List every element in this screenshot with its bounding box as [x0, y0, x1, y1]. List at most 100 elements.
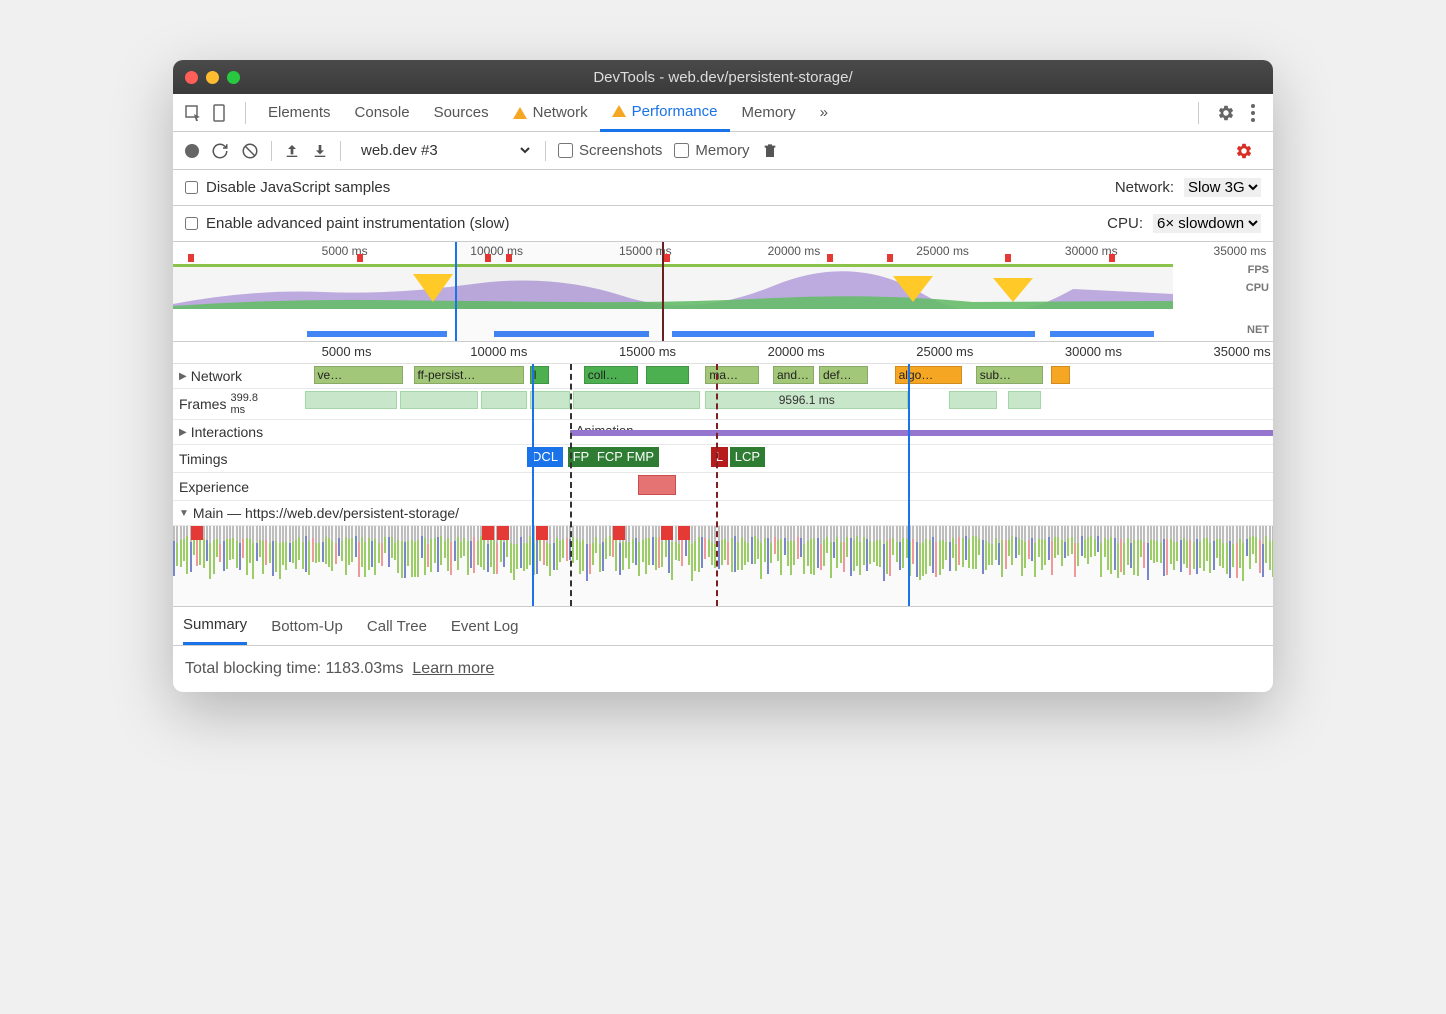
overview-marker — [188, 254, 194, 262]
window-title: DevTools - web.dev/persistent-storage/ — [173, 69, 1273, 86]
cpu-throttle-select[interactable]: 6× slowdown — [1153, 214, 1261, 233]
long-task-marker[interactable] — [678, 526, 690, 540]
profile-select[interactable]: web.dev #3 — [353, 137, 533, 164]
frame[interactable]: 9596.1 ms — [705, 391, 908, 409]
screenshots-label: Screenshots — [579, 142, 662, 159]
disable-js-checkbox[interactable] — [185, 181, 198, 194]
timings-track[interactable]: Timings DCLFPFCPFMPLLCP — [173, 445, 1273, 473]
capture-settings-icon[interactable] — [1227, 142, 1261, 160]
experience-track[interactable]: Experience — [173, 473, 1273, 501]
settings-icon[interactable] — [1209, 104, 1243, 122]
overview-tick: 25000 ms — [916, 244, 969, 258]
long-task-marker[interactable] — [497, 526, 509, 540]
more-icon[interactable] — [1243, 104, 1263, 122]
frames-track[interactable]: Frames399.8 ms 9596.1 ms — [173, 389, 1273, 420]
warning-icon — [612, 105, 626, 117]
network-request[interactable]: sub… — [976, 366, 1044, 384]
inspect-icon[interactable] — [183, 103, 203, 123]
net-segment — [1050, 331, 1154, 337]
zoom-icon[interactable] — [227, 71, 240, 84]
overview-marker — [887, 254, 893, 262]
frame[interactable] — [305, 391, 397, 409]
network-request[interactable]: coll… — [584, 366, 638, 384]
network-request[interactable]: ff-persist… — [414, 366, 525, 384]
settings-row-2: Enable advanced paint instrumentation (s… — [173, 206, 1273, 242]
long-task-marker[interactable] — [482, 526, 494, 540]
net-segment — [307, 331, 447, 337]
network-request[interactable]: algo… — [895, 366, 963, 384]
overview-marker — [357, 254, 363, 262]
tab-sources[interactable]: Sources — [422, 94, 501, 132]
overview-marker — [827, 254, 833, 262]
net-lane-label: NET — [1247, 324, 1269, 336]
trash-icon[interactable] — [762, 142, 778, 160]
download-icon[interactable] — [312, 143, 328, 159]
ruler-tick: 35000 ms — [1214, 344, 1271, 359]
timing-fmp[interactable]: FMP — [622, 447, 659, 467]
ruler-tick: 20000 ms — [768, 344, 825, 359]
network-request[interactable] — [1051, 366, 1070, 384]
long-task-marker[interactable] — [536, 526, 548, 540]
tab-console[interactable]: Console — [343, 94, 422, 132]
timing-lcp[interactable]: LCP — [730, 447, 765, 467]
frame[interactable] — [530, 391, 571, 409]
details-tab-bottom-up[interactable]: Bottom-Up — [271, 609, 343, 644]
details-tab-summary[interactable]: Summary — [183, 607, 247, 645]
device-icon[interactable] — [209, 103, 229, 123]
long-task-marker[interactable] — [191, 526, 203, 540]
layout-shift[interactable] — [638, 475, 676, 495]
upload-icon[interactable] — [284, 143, 300, 159]
network-track[interactable]: ▶Network ve…ff-persist…lcoll…ma…and…def…… — [173, 364, 1273, 389]
frame[interactable] — [573, 391, 700, 409]
long-task-marker[interactable] — [661, 526, 673, 540]
traffic-lights — [185, 71, 240, 84]
clear-icon[interactable] — [241, 142, 259, 160]
minimize-icon[interactable] — [206, 71, 219, 84]
record-button[interactable] — [185, 144, 199, 158]
summary-footer: Total blocking time: 1183.03ms Learn mor… — [173, 646, 1273, 692]
details-tab-event-log[interactable]: Event Log — [451, 609, 519, 644]
overview-panel[interactable]: 5000 ms10000 ms15000 ms20000 ms25000 ms3… — [173, 242, 1273, 342]
reload-icon[interactable] — [211, 142, 229, 160]
paint-instr-label: Enable advanced paint instrumentation (s… — [206, 215, 510, 232]
expand-icon[interactable]: ▶ — [179, 427, 187, 438]
tab-performance[interactable]: Performance — [600, 94, 730, 132]
network-request[interactable]: ve… — [314, 366, 403, 384]
paint-instr-checkbox[interactable] — [185, 217, 198, 230]
tab-memory[interactable]: Memory — [730, 94, 808, 132]
interaction-bar[interactable] — [570, 430, 1273, 436]
frame[interactable] — [400, 391, 478, 409]
tbt-label: Total blocking time: — [185, 660, 326, 677]
memory-label: Memory — [695, 142, 749, 159]
learn-more-link[interactable]: Learn more — [412, 660, 494, 677]
timing-l[interactable]: L — [711, 447, 728, 467]
details-tab-call-tree[interactable]: Call Tree — [367, 609, 427, 644]
ruler-tick: 30000 ms — [1065, 344, 1122, 359]
main-thread-header[interactable]: ▼ Main — https://web.dev/persistent-stor… — [173, 501, 1273, 526]
frame[interactable] — [481, 391, 527, 409]
network-throttle-select[interactable]: Slow 3G — [1184, 178, 1261, 197]
network-request[interactable]: def… — [819, 366, 868, 384]
frame[interactable] — [1008, 391, 1040, 409]
tabs-overflow[interactable]: » — [808, 94, 840, 132]
tab-network[interactable]: Network — [501, 94, 600, 132]
interactions-track[interactable]: ▶Interactions Animation — [173, 420, 1273, 445]
collapse-icon[interactable]: ▼ — [179, 508, 189, 519]
screenshots-checkbox[interactable] — [558, 143, 573, 158]
tab-elements[interactable]: Elements — [256, 94, 343, 132]
flame-chart[interactable] — [173, 526, 1273, 606]
expand-icon[interactable]: ▶ — [179, 371, 187, 382]
network-request[interactable]: ma… — [705, 366, 759, 384]
network-request[interactable] — [646, 366, 689, 384]
memory-checkbox[interactable] — [674, 143, 689, 158]
timing-fp[interactable]: FP — [568, 447, 595, 467]
network-request[interactable]: and… — [773, 366, 814, 384]
long-task-marker[interactable] — [613, 526, 625, 540]
network-request[interactable]: l — [530, 366, 549, 384]
timing-dcl[interactable]: DCL — [527, 447, 563, 467]
overview-tick: 35000 ms — [1214, 244, 1267, 258]
main-timeline-ruler[interactable]: 5000 ms10000 ms15000 ms20000 ms25000 ms3… — [173, 342, 1273, 364]
disable-js-label: Disable JavaScript samples — [206, 179, 390, 196]
close-icon[interactable] — [185, 71, 198, 84]
frame[interactable] — [949, 391, 998, 409]
